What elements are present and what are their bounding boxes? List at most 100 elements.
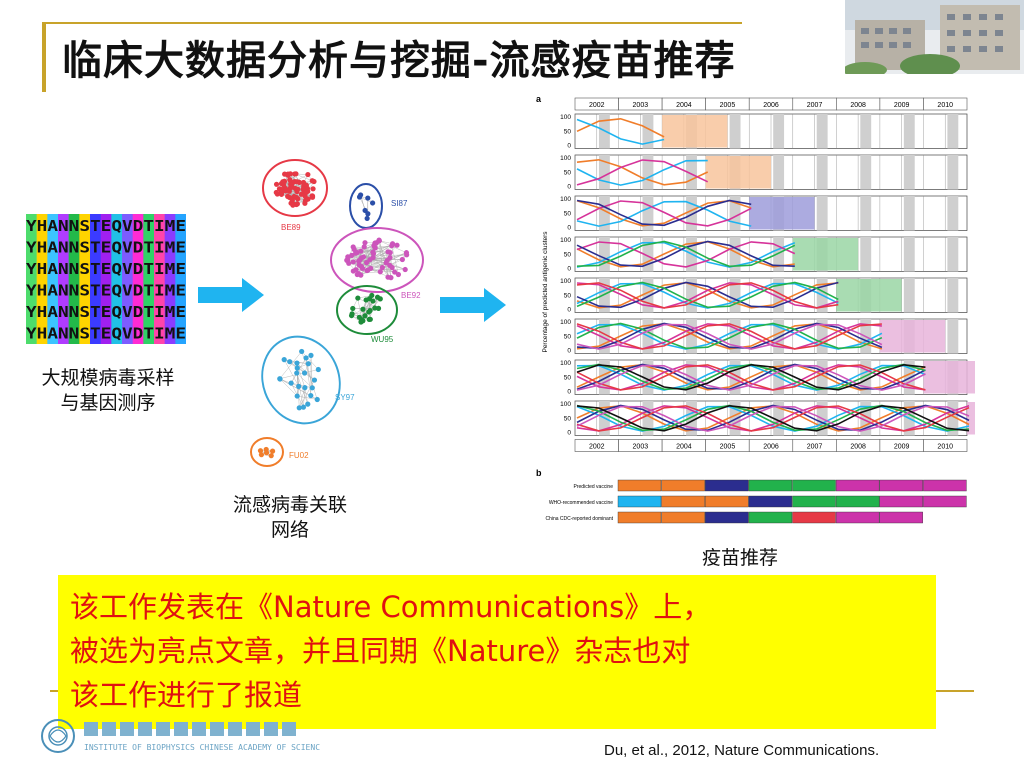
network-node — [367, 257, 373, 263]
y-tick-label: 0 — [567, 225, 571, 232]
vaccine-caption: 疫苗推荐 — [701, 547, 778, 569]
year-tick-label: 2006 — [763, 444, 779, 451]
year-tick-label: 2008 — [850, 444, 866, 451]
network-node — [356, 262, 362, 268]
vaccine-segment — [879, 511, 923, 524]
series-line — [576, 241, 796, 268]
year-tick-label: 2002 — [589, 102, 605, 109]
vaccine-segment — [835, 511, 880, 524]
vaccine-segment — [792, 495, 836, 508]
vaccine-segment — [661, 479, 705, 492]
network-node — [289, 197, 295, 203]
cluster-label-be89: BE89 — [281, 223, 301, 232]
year-tick-label: 2006 — [763, 102, 779, 109]
cluster-label-fu02: FU02 — [289, 451, 309, 460]
year-tick-label: 2005 — [720, 444, 736, 451]
vaccine-segment — [617, 495, 662, 508]
y-tick-label: 50 — [564, 251, 572, 258]
series-line — [576, 364, 926, 391]
y-tick-label: 0 — [567, 348, 571, 355]
network-node — [383, 260, 389, 266]
network-node — [350, 259, 356, 265]
institute-name: INSTITUTE OF BIOPHYSICS CHINESE ACADEMY … — [84, 743, 320, 752]
network-node — [309, 194, 316, 200]
vaccine-segment — [705, 495, 749, 508]
network-node — [374, 294, 381, 300]
chart-row: 100 50 0 — [560, 154, 968, 191]
network-node — [370, 200, 376, 206]
network-node — [301, 370, 308, 376]
series-line — [576, 282, 839, 309]
y-tick-label: 100 — [560, 360, 571, 367]
network-node — [273, 189, 279, 196]
y-axis-label: Percentage of predicted antigenic cluste… — [542, 231, 549, 353]
network-node — [294, 370, 300, 376]
series-line — [576, 200, 752, 227]
network-node — [273, 181, 280, 187]
sequence-row: YHANNSTEQVDTIME — [26, 239, 186, 257]
network-node — [309, 385, 315, 391]
series-line — [576, 322, 883, 350]
network-node — [293, 194, 299, 201]
vaccine-segment — [923, 495, 967, 508]
network-node — [363, 297, 369, 303]
network-node — [358, 248, 364, 254]
series-line — [576, 199, 752, 227]
chart-row: 100 50 0 — [560, 236, 968, 273]
year-tick-label: 2004 — [676, 102, 692, 109]
vaccine-segment — [748, 479, 793, 492]
network-node — [362, 313, 368, 319]
year-tick-label: 2008 — [850, 102, 866, 109]
series-line — [576, 322, 883, 350]
series-line — [576, 159, 709, 186]
network-node — [308, 392, 314, 399]
highlight-text: 该工作发表在《Nature Communications》上， 被选为亮点文章，… — [70, 585, 930, 717]
chart-row: 100 50 0 — [560, 277, 968, 314]
network-node — [392, 269, 398, 275]
network-node — [292, 185, 298, 192]
network-caption-line2: 网络 — [270, 519, 309, 541]
network-node — [299, 348, 305, 355]
network-node — [310, 186, 316, 192]
network-node — [296, 383, 302, 389]
network-node — [370, 249, 376, 255]
network-node — [365, 211, 371, 217]
network-node — [287, 177, 293, 183]
vaccine-row-label: Predicted vaccine — [574, 484, 614, 490]
highlight-line1: 该工作发表在《Nature Communications》上， — [70, 590, 712, 624]
network-node — [288, 380, 294, 386]
y-tick-label: 0 — [567, 143, 571, 150]
network-node — [350, 244, 356, 250]
panel-b-label: b — [536, 468, 542, 478]
series-line — [576, 240, 796, 268]
network-node — [294, 365, 300, 371]
network-node — [288, 181, 294, 187]
network-node — [298, 191, 305, 197]
y-tick-label: 100 — [560, 319, 571, 326]
network-node — [269, 448, 276, 454]
network-node — [366, 316, 372, 323]
chart-row: 100 50 0 — [560, 359, 975, 396]
series-line — [576, 323, 882, 350]
title-accent-bar — [42, 22, 46, 92]
network-node — [349, 252, 355, 258]
network-node — [395, 271, 402, 278]
arrow-right-icon — [440, 288, 506, 322]
network-node — [300, 186, 306, 192]
network-node — [305, 401, 311, 407]
vaccine-segment — [835, 479, 880, 492]
network-node — [364, 215, 370, 222]
vaccine-segment — [705, 511, 749, 524]
year-tick-label: 2009 — [894, 444, 910, 451]
y-tick-label: 100 — [560, 196, 571, 203]
y-tick-label: 100 — [560, 155, 571, 162]
network-node — [294, 393, 300, 399]
network-node — [376, 237, 382, 243]
network-node — [287, 359, 293, 365]
sequence-row: YHANNSTEQVDTIME — [26, 260, 186, 278]
sequence-row: YHANNSTEQVDTIME — [26, 325, 186, 343]
chart-row: 100 50 0 — [560, 400, 975, 437]
network-node — [372, 305, 378, 311]
network-node — [350, 305, 356, 312]
highlight-box: 该工作发表在《Nature Communications》上， 被选为亮点文章，… — [58, 575, 936, 729]
